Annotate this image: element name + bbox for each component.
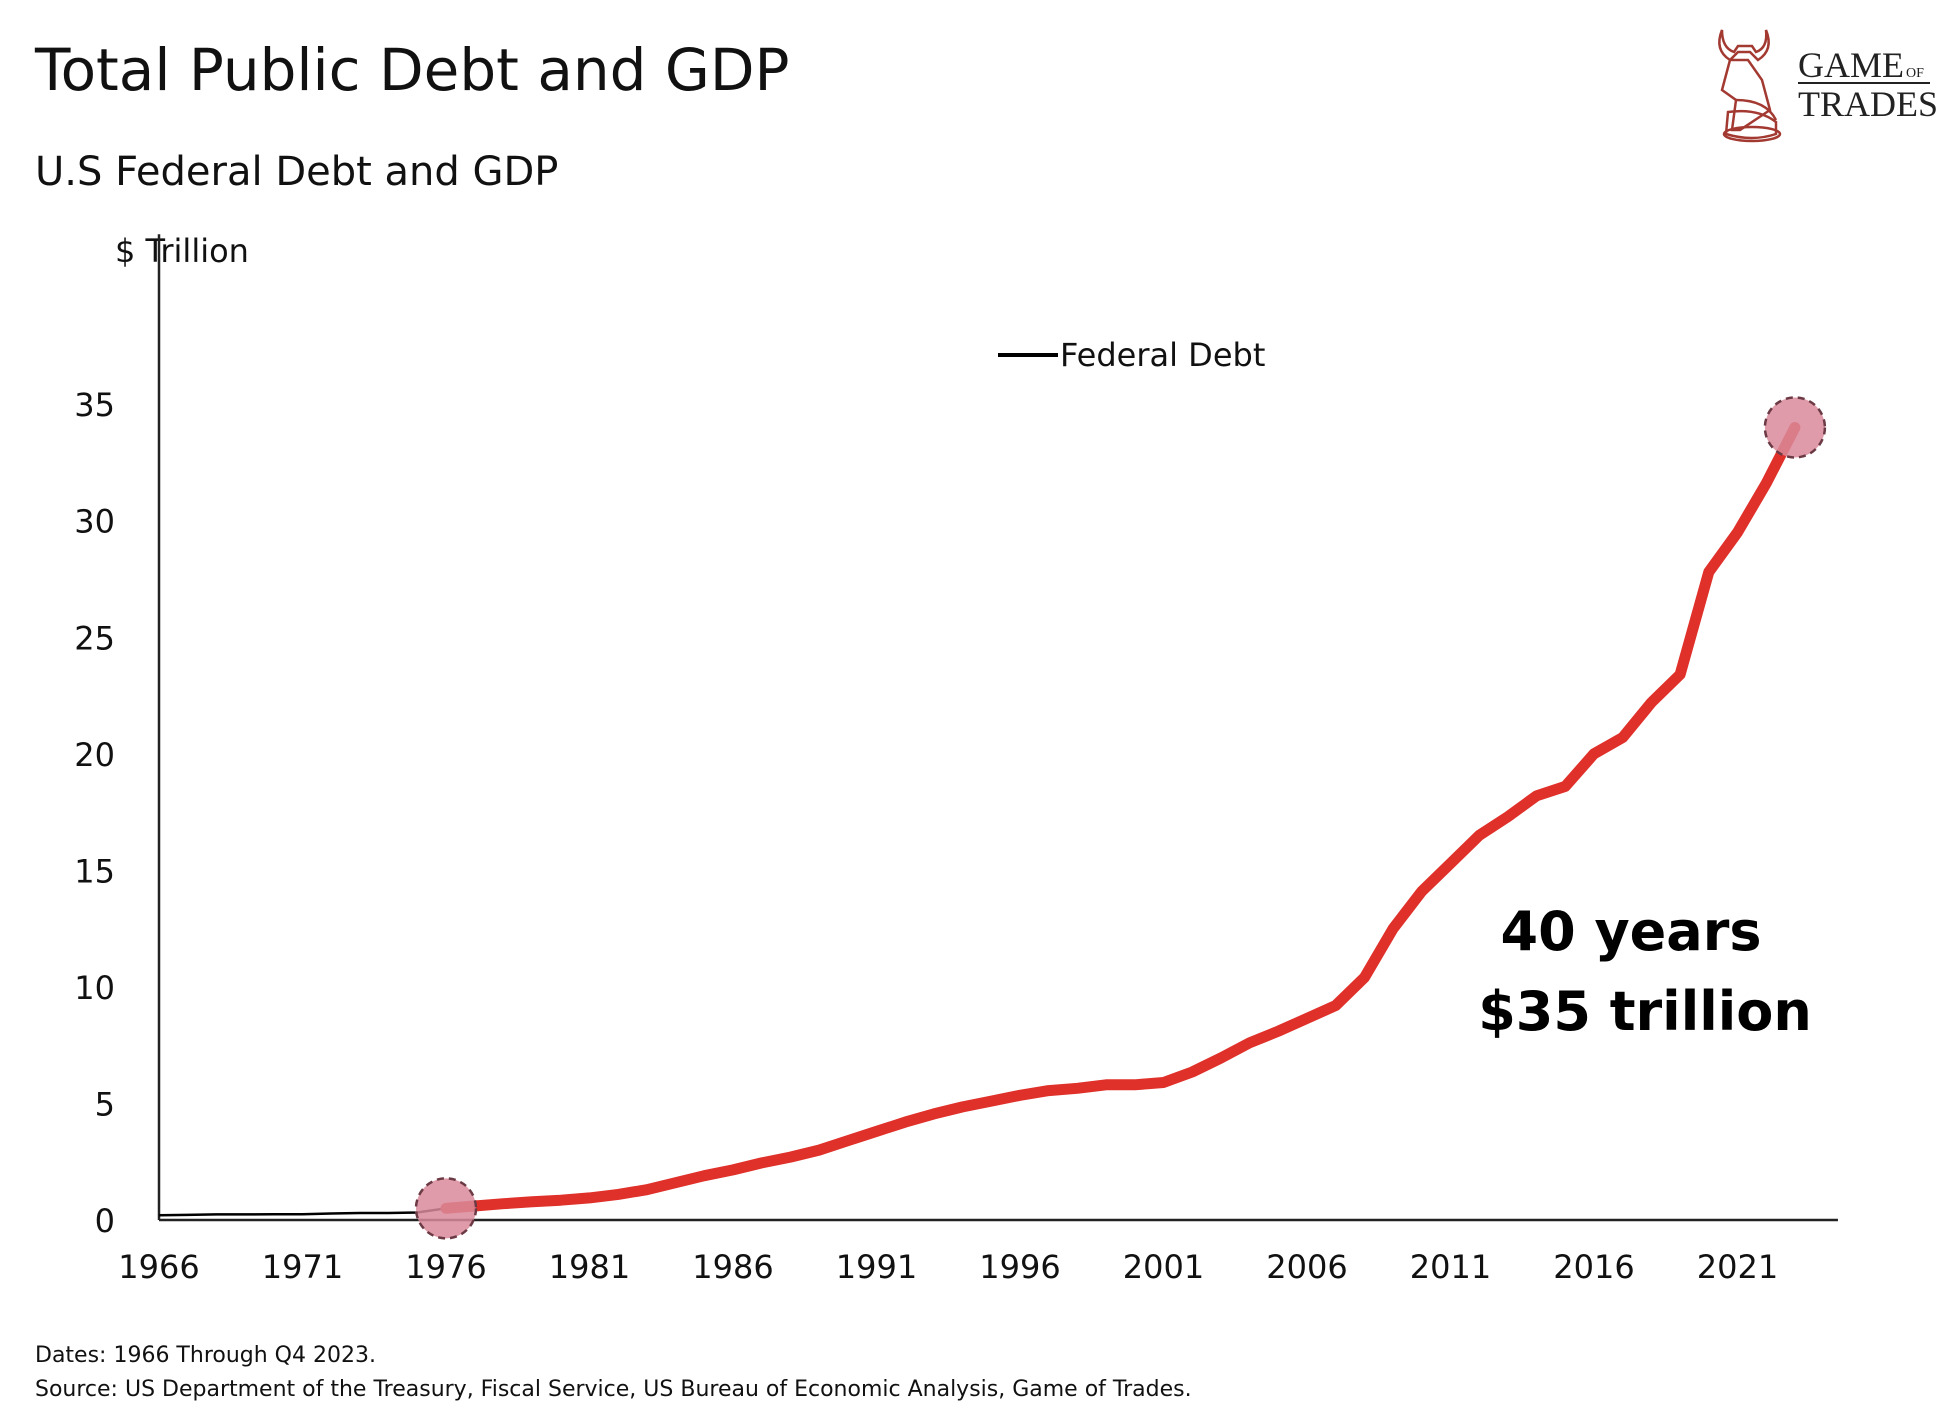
x-tick-label: 2006 xyxy=(1266,1248,1347,1286)
x-tick-label: 1976 xyxy=(405,1248,486,1286)
x-tick-label: 1996 xyxy=(979,1248,1060,1286)
y-tick-label: 35 xyxy=(74,386,115,424)
x-tick-label: 1981 xyxy=(549,1248,630,1286)
highlight-points xyxy=(414,396,1827,1240)
y-tick-label: 10 xyxy=(74,969,115,1007)
y-tick-label: 5 xyxy=(95,1085,115,1123)
logo: GAME OF TRADES xyxy=(1718,29,1938,143)
x-tick-label: 1986 xyxy=(692,1248,773,1286)
annotation-years: 40 years xyxy=(1501,900,1762,963)
x-tick-label: 2011 xyxy=(1410,1248,1491,1286)
footer-source: Source: US Department of the Treasury, F… xyxy=(35,1377,1192,1402)
bull-knight-icon xyxy=(1718,29,1782,143)
series-line-federal-debt xyxy=(440,422,1801,1214)
y-tick-label: 0 xyxy=(95,1202,115,1240)
x-tick-label: 2016 xyxy=(1553,1248,1634,1286)
y-tick-label: 25 xyxy=(74,619,115,657)
y-axis-label: $ Trillion xyxy=(115,232,249,270)
legend-label: Federal Debt xyxy=(1060,336,1265,374)
series-line-pre-1976 xyxy=(158,1207,447,1217)
svg-text:GAME: GAME xyxy=(1798,45,1904,85)
y-tick-label: 30 xyxy=(74,503,115,541)
legend: Federal Debt xyxy=(998,336,1265,374)
svg-text:OF: OF xyxy=(1906,66,1924,81)
y-tick-label: 20 xyxy=(74,736,115,774)
y-tick-label: 15 xyxy=(74,852,115,890)
x-tick-label: 1971 xyxy=(262,1248,343,1286)
highlight-point xyxy=(1763,396,1827,459)
footer-dates: Dates: 1966 Through Q4 2023. xyxy=(35,1343,376,1368)
series-lines xyxy=(158,422,1801,1217)
x-tick-label: 1991 xyxy=(836,1248,917,1286)
axes xyxy=(157,234,1838,1222)
x-tick-label: 2021 xyxy=(1697,1248,1778,1286)
x-tick-label: 2001 xyxy=(1123,1248,1204,1286)
tick-labels: 0 5 10 15 20 25 30 35 1966 1971 1976 1981 1986 1991 19… xyxy=(74,386,1778,1286)
x-tick-label: 1966 xyxy=(118,1248,199,1286)
chart-subtitle: U.S Federal Debt and GDP xyxy=(35,149,558,195)
annotation-amount: $35 trillion xyxy=(1478,980,1812,1043)
svg-text:TRADES: TRADES xyxy=(1798,84,1938,124)
chart-title: Total Public Debt and GDP xyxy=(34,36,789,104)
highlight-point xyxy=(414,1177,478,1240)
